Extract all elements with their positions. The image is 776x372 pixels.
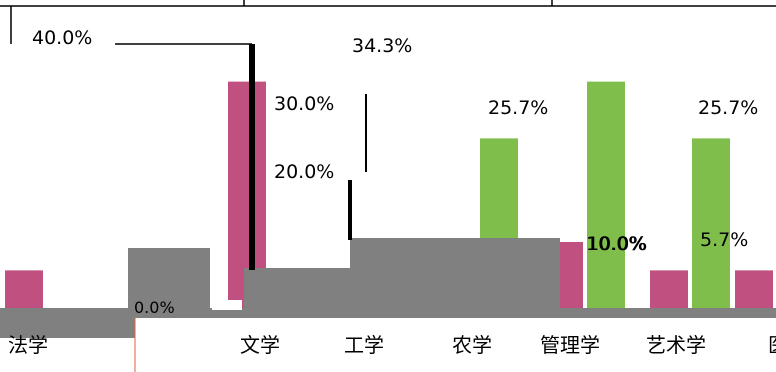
data-labels: 34.3% 25.7% 25.7% 10.0% 5.7%	[352, 35, 758, 255]
bar-艺术学-s0	[650, 270, 688, 308]
bar-法学-s0	[5, 270, 43, 308]
top-border-strip	[0, 0, 776, 44]
y-tick-label: 10.0%	[587, 233, 647, 255]
bar-艺术学-s1	[692, 138, 730, 308]
data-label: 25.7%	[488, 97, 548, 119]
y-axis	[115, 43, 367, 372]
x-tick-label: 医	[768, 333, 776, 357]
x-tick-label: 艺术学	[646, 333, 706, 357]
x-tick-label: 文学	[240, 333, 280, 357]
y-tick-label: 0.0%	[134, 298, 175, 317]
y-tick-label: 20.0%	[274, 161, 334, 183]
data-label: 25.7%	[698, 97, 758, 119]
bar-管理学-s1	[587, 81, 625, 309]
data-label: 34.3%	[352, 35, 412, 57]
x-tick-labels: 法学 文学 工学 农学 管理学 艺术学 医	[8, 333, 776, 357]
y-tick-label: 40.0%	[32, 27, 92, 49]
x-tick-label: 管理学	[540, 333, 600, 357]
x-tick-label: 法学	[8, 333, 48, 357]
data-label: 10.0%	[586, 233, 646, 255]
y-tick-labels: 0.0% 10.0% 20.0% 30.0% 40.0%	[32, 27, 647, 317]
x-tick-label: 工学	[344, 333, 384, 357]
x-tick-label: 农学	[452, 333, 492, 357]
y-tick-label: 30.0%	[274, 93, 334, 115]
data-label: 5.7%	[700, 229, 748, 251]
occlusion-blocks	[0, 238, 776, 338]
bar-医-s0	[735, 270, 773, 308]
